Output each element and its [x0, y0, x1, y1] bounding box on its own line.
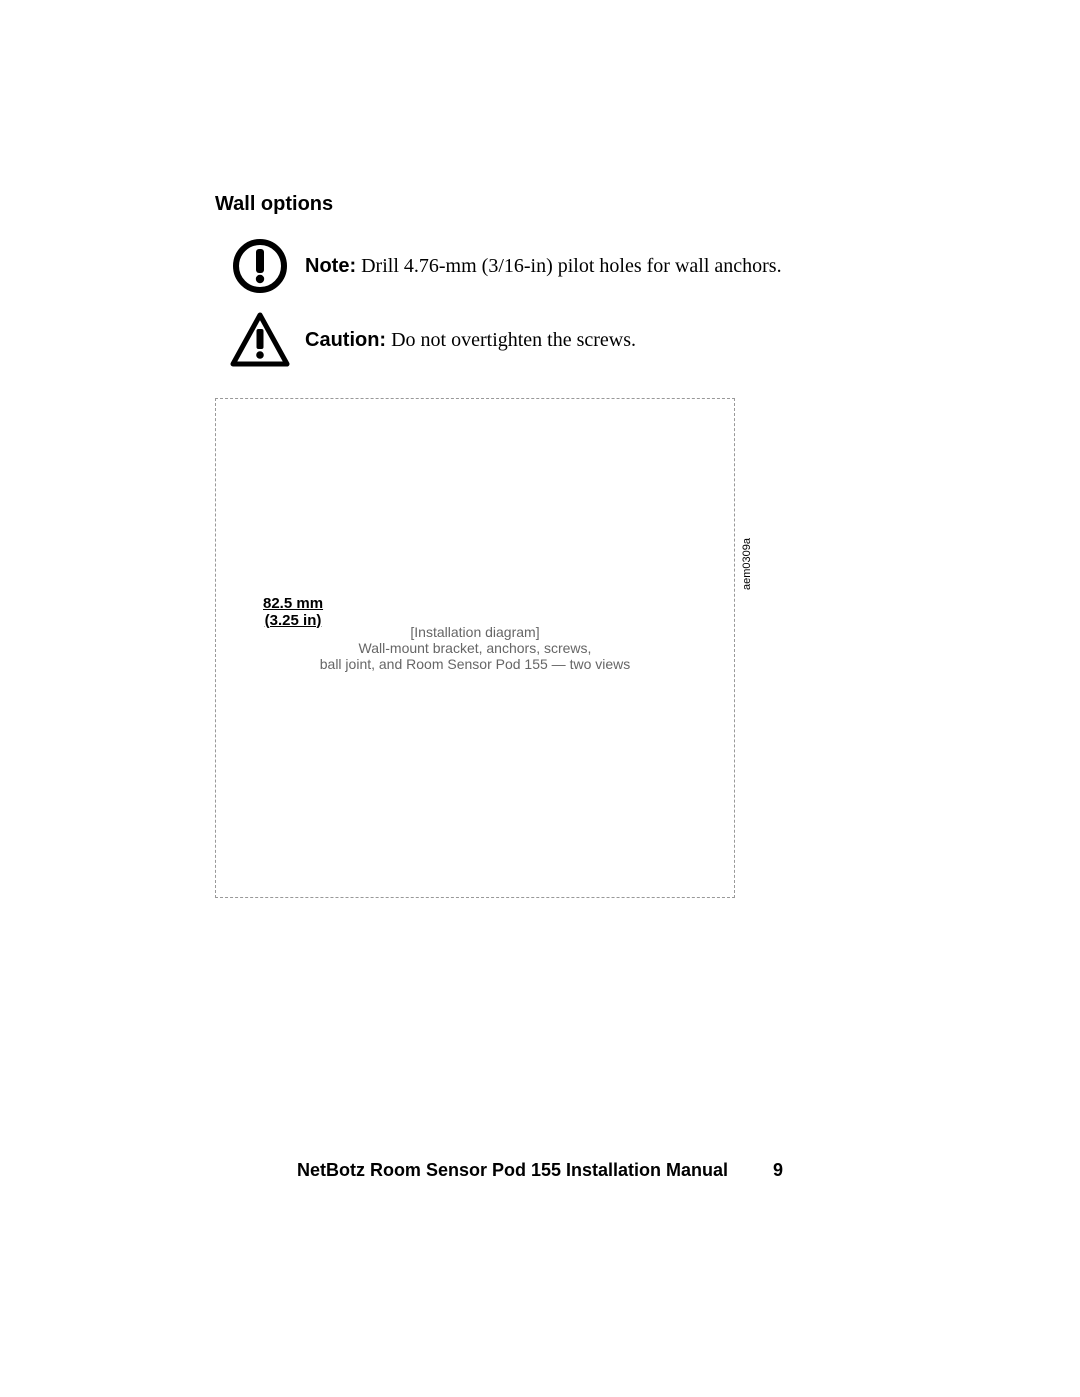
caution-icon: [215, 312, 305, 368]
dimension-in: (3.25 in): [265, 612, 322, 629]
page: Wall options Note: Drill 4.76-mm (3/16-i…: [0, 0, 1080, 1397]
figure-code: aem0309a: [741, 538, 753, 590]
note-row: Note: Drill 4.76-mm (3/16-in) pilot hole…: [215, 238, 865, 294]
figure-placeholder: [Installation diagram] Wall-mount bracke…: [215, 398, 735, 898]
content-area: Wall options Note: Drill 4.76-mm (3/16-i…: [215, 193, 865, 898]
section-heading: Wall options: [215, 193, 865, 216]
footer-title: NetBotz Room Sensor Pod 155 Installation…: [297, 1160, 728, 1180]
caution-label: Caution:: [305, 329, 386, 351]
dimension-mm: 82.5 mm: [263, 595, 323, 612]
page-footer: NetBotz Room Sensor Pod 155 Installation…: [0, 1160, 1080, 1181]
figure-desc-1: [Installation diagram]: [410, 624, 539, 640]
caution-text: Caution: Do not overtighten the screws.: [305, 327, 865, 353]
note-icon: [215, 238, 305, 294]
dimension-label: 82.5 mm (3.25 in): [263, 596, 323, 629]
note-text: Note: Drill 4.76-mm (3/16-in) pilot hole…: [305, 253, 865, 279]
note-label: Note:: [305, 255, 356, 277]
figure-desc-2: Wall-mount bracket, anchors, screws,: [359, 640, 592, 656]
page-number: 9: [773, 1160, 783, 1181]
note-body: Drill 4.76-mm (3/16-in) pilot holes for …: [356, 255, 781, 277]
caution-row: Caution: Do not overtighten the screws.: [215, 312, 865, 368]
figure-desc-3: ball joint, and Room Sensor Pod 155 — tw…: [320, 656, 631, 672]
installation-figure: [Installation diagram] Wall-mount bracke…: [215, 398, 735, 898]
caution-body: Do not overtighten the screws.: [386, 329, 636, 351]
